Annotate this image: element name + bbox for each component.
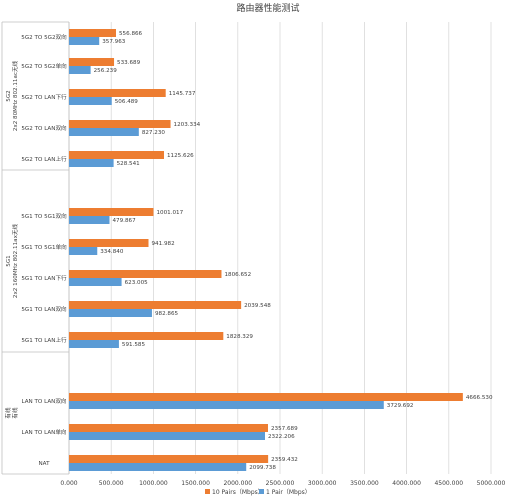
x-axis: 0.000 500.000 1000.000 1500.000 2000.000 2500… (60, 480, 505, 487)
data-label-10-pairs: 1806.652 (224, 272, 251, 278)
group-label-line2: 2x2 160MHz 802.11ax无线 (11, 224, 19, 299)
category-label: 5G1 TO 5G1单向 (21, 243, 67, 251)
data-label-1-pair: 2099.738 (249, 465, 276, 471)
x-tick-label: 4000.000 (392, 480, 421, 487)
data-label-1-pair: 2322.206 (268, 434, 295, 440)
x-tick-label: 0.000 (60, 480, 77, 487)
legend-label: 1 Pair（Mbps） (266, 489, 311, 496)
category-label: 5G2 TO LAN上行 (21, 155, 67, 163)
bar-10-pairs (69, 58, 115, 66)
legend-swatch (205, 489, 210, 494)
group-label-line1: 有线 (4, 407, 12, 419)
group-label-line2: 2x2 80MHz 802.11ac无线 (11, 60, 19, 131)
category-label: 5G2 TO LAN双向 (21, 124, 67, 132)
data-label-1-pair: 623.005 (125, 280, 149, 286)
category-label: 5G1 TO LAN双向 (21, 305, 67, 313)
category-label: 5G1 TO LAN下行 (21, 274, 67, 282)
bar-1-pair (69, 463, 247, 471)
bar-10-pairs (69, 239, 149, 247)
data-label-10-pairs: 1203.334 (174, 122, 201, 128)
legend-label: 10 Pairs（Mbps） (212, 489, 264, 496)
x-tick-label: 5000.000 (477, 480, 506, 487)
group-label-line1: 5G1 (6, 255, 12, 267)
bar-1-pair (69, 66, 91, 74)
bar-1-pair (69, 309, 152, 317)
bar-10-pairs (69, 393, 463, 401)
data-label-1-pair: 479.867 (113, 218, 137, 224)
x-tick-label: 1000.000 (139, 480, 168, 487)
bar-10-pairs (69, 120, 171, 128)
x-tick-label: 1500.000 (181, 480, 210, 487)
category-label: NAT (39, 461, 51, 467)
data-label-1-pair: 256.239 (94, 68, 118, 74)
category-label: 5G1 TO LAN上行 (21, 336, 67, 344)
group-label: 5G22x2 80MHz 802.11ac无线 (6, 60, 19, 131)
group-label-line2: 有线 (11, 407, 19, 419)
group-label-line1: 5G2 (6, 90, 12, 101)
bar-1-pair (69, 216, 110, 224)
x-tick-label: 3000.000 (308, 480, 337, 487)
legend: 10 Pairs（Mbps） 1 Pair（Mbps） (205, 489, 311, 496)
bar-1-pair (69, 159, 114, 167)
data-label-10-pairs: 2039.548 (244, 303, 271, 309)
bar-1-pair (69, 340, 119, 348)
bar-1-pair (69, 401, 384, 409)
bar-10-pairs (69, 151, 165, 159)
bar-10-pairs (69, 424, 268, 432)
data-label-1-pair: 334.840 (100, 249, 124, 255)
bar-1-pair (69, 278, 122, 286)
bar-10-pairs (69, 455, 269, 463)
category-label: 5G1 TO 5G1双向 (21, 212, 67, 220)
bar-10-pairs (69, 89, 166, 97)
bar-10-pairs (69, 29, 116, 37)
data-label-1-pair: 827.230 (142, 130, 166, 136)
x-tick-label: 4500.000 (434, 480, 463, 487)
data-label-10-pairs: 1125.626 (167, 153, 194, 159)
bar-1-pair (69, 247, 98, 255)
data-label-1-pair: 528.541 (117, 161, 141, 167)
data-label-10-pairs: 941.982 (152, 241, 175, 247)
bar-1-pair (69, 432, 265, 440)
bar-1-pair (69, 97, 112, 105)
category-label: 5G2 TO 5G2双向 (21, 33, 67, 41)
category-labels: 5G22x2 80MHz 802.11ac无线 5G2 TO 5G2双向 5G2 T… (4, 33, 67, 467)
data-label-10-pairs: 2357.689 (271, 426, 298, 432)
data-label-10-pairs: 1828.329 (226, 334, 253, 340)
category-label: 5G2 TO LAN下行 (21, 93, 67, 101)
bar-10-pairs (69, 301, 242, 309)
group-label: 5G12x2 160MHz 802.11ax无线 (6, 224, 19, 299)
x-tick-label: 2000.000 (223, 480, 252, 487)
x-tick-label: 3500.000 (350, 480, 379, 487)
bar-10-pairs (69, 332, 224, 340)
data-label-1-pair: 357.963 (102, 39, 126, 45)
data-label-10-pairs: 1001.017 (156, 210, 183, 216)
data-label-10-pairs: 1145.737 (169, 91, 196, 97)
data-label-10-pairs: 556.866 (119, 31, 143, 37)
bar-1-pair (69, 128, 139, 136)
x-tick-label: 500.000 (99, 480, 124, 487)
data-label-1-pair: 591.585 (122, 342, 146, 348)
bars: 556.866 357.963 533.689 256.239 1145.737 506.… (69, 29, 493, 471)
x-tick-label: 2500.000 (266, 480, 295, 487)
bar-10-pairs (69, 270, 222, 278)
data-label-1-pair: 3729.692 (387, 403, 414, 409)
data-label-10-pairs: 2359.432 (271, 457, 298, 463)
data-label-10-pairs: 533.689 (117, 60, 141, 66)
bar-1-pair (69, 37, 100, 45)
legend-swatch (259, 489, 264, 494)
category-label: LAN TO LAN双向 (21, 397, 66, 405)
data-label-10-pairs: 4666.530 (466, 395, 493, 401)
category-label: 5G2 TO 5G2单向 (21, 62, 67, 70)
bar-10-pairs (69, 208, 154, 216)
data-label-1-pair: 506.489 (115, 99, 139, 105)
category-label: LAN TO LAN单向 (21, 428, 66, 436)
data-label-1-pair: 982.865 (155, 311, 179, 317)
chart-title: 路由器性能测试 (236, 2, 299, 14)
group-label: 有线有线 (4, 407, 19, 419)
